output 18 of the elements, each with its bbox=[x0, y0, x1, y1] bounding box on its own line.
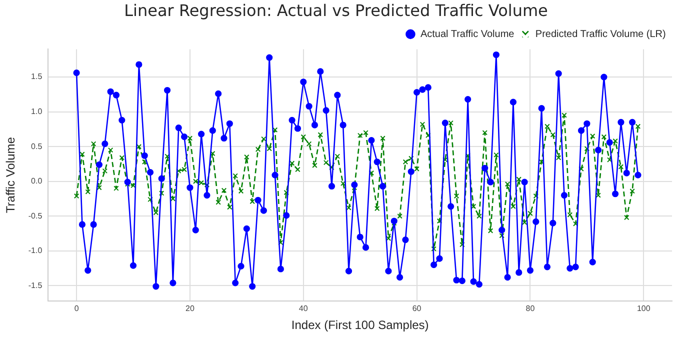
x-axis-title: Index (First 100 Samples) bbox=[291, 318, 429, 332]
legend-label: Actual Traffic Volume bbox=[420, 28, 515, 40]
y-tick-label: -1.5 bbox=[28, 280, 43, 290]
x-tick-label: 40 bbox=[298, 304, 308, 314]
y-axis-title: Traffic Volume bbox=[4, 136, 18, 214]
x-tick-label: 0 bbox=[74, 304, 80, 314]
x-tick-label: 60 bbox=[412, 304, 422, 314]
y-tick-label: 0.5 bbox=[31, 142, 43, 151]
y-tick-label: -1.0 bbox=[28, 246, 43, 256]
chart-title: Linear Regression: Actual vs Predicted Traffic Volume bbox=[124, 0, 548, 20]
y-tick-label: 1.0 bbox=[31, 107, 43, 116]
y-tick-label: 0.0 bbox=[31, 176, 43, 186]
x-tick-label: 20 bbox=[186, 304, 195, 314]
y-tick-label: -0.5 bbox=[28, 211, 43, 220]
x-tick-label: 100 bbox=[636, 304, 651, 314]
y-tick-label: 1.5 bbox=[31, 72, 43, 82]
x-tick-label: 80 bbox=[526, 304, 536, 314]
legend-label: Predicted Traffic Volume (LR) bbox=[535, 28, 666, 40]
